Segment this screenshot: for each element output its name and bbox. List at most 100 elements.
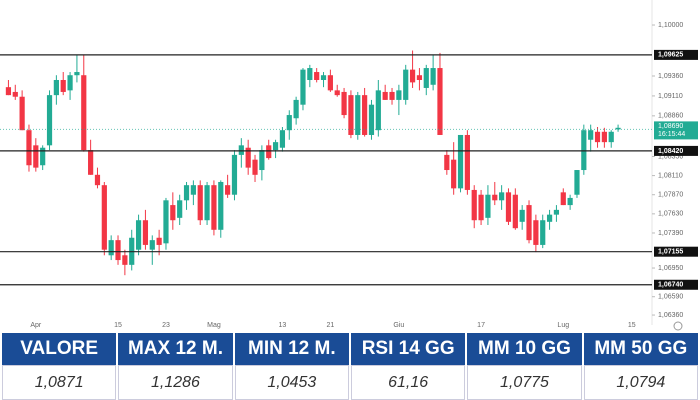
value-cell: 1,0794 [583,365,698,400]
candle-body [12,91,18,97]
candle-body [533,220,539,245]
candle-body [266,145,272,159]
candle-body [101,185,107,250]
price-box [654,121,698,140]
candle-body [300,69,306,105]
candle-body [190,185,196,195]
level-box [654,49,698,60]
y-tick-label: 1,08860 [658,113,683,120]
y-tick-label: 1,09110 [658,93,683,100]
candle-body [423,68,429,88]
y-tick-label: 1,06360 [658,312,683,319]
candle-body [272,142,279,151]
candle-body [375,90,381,131]
value-cell: 1,0775 [467,365,582,400]
candle-body [231,154,238,195]
candle-body [115,240,121,261]
candle-body [19,96,25,131]
candle-body [225,185,231,195]
candle-body [170,205,176,221]
candle-body [5,87,12,96]
candle-body [177,200,183,218]
candle-body [471,189,477,221]
level-box [654,279,698,290]
y-tick-label: 1,10000 [658,22,683,29]
candle-body [478,194,484,221]
y-tick-label: 1,08110 [658,172,683,179]
candle-body [546,214,553,222]
candle-body [396,90,402,100]
x-tick-label: 13 [279,322,287,329]
header-cell: VALORE [2,333,117,365]
candle-body [163,200,169,244]
candle-body [211,185,217,230]
candle-body [286,115,292,131]
candle-body [88,150,94,175]
price-label: 1,08690 [658,123,683,130]
y-tick-label: 1,06950 [658,265,683,272]
candle-body [505,192,512,222]
candle-body [238,145,244,155]
x-tick-label: Giu [393,322,404,329]
candle-body [430,68,436,85]
chart: 1,10000 1,09360 1,09110 1,08860 1,08350 1,081… [0,0,698,331]
candle-body [451,159,457,189]
header-cell: MM 10 GG [467,333,582,365]
candle-body [437,68,443,135]
candle-body [512,194,518,229]
candle-body [122,255,128,265]
x-tick-label: 17 [477,322,485,329]
candle-body [60,79,66,92]
candle-body [26,130,32,166]
candle-body [389,91,395,100]
candle-body [444,154,450,171]
x-tick-label: Lug [557,322,569,329]
level-label: 1,07155 [658,249,683,256]
candle-body [307,68,313,80]
price-time: 16:15:44 [658,131,685,138]
candle-body [218,181,224,230]
level-box [654,145,698,156]
candle-body [259,150,265,171]
candle-body [67,75,73,91]
candle-body [334,90,340,96]
candle-body [540,220,546,245]
candle-body [252,159,258,175]
level-box [654,246,698,257]
candle-body [403,69,409,100]
candle-body [156,237,162,245]
candle-body [615,127,621,130]
candle-body [293,99,299,119]
candle-body [608,131,614,143]
x-tick-label: Mag [207,322,221,329]
level-label: 1,08420 [658,148,683,155]
candle-body [33,145,39,168]
candle-body [362,95,368,135]
candle-body [74,72,80,76]
candle-body [574,170,580,195]
value-cell: 61,16 [350,365,466,400]
candle-body [464,134,470,190]
level-label: 1,06740 [658,282,683,289]
candle-body [368,104,375,135]
candle-body [279,130,286,148]
y-tick-label: 1,07870 [658,192,683,199]
value-cell: 1,0871 [2,365,117,400]
candle-body [327,75,333,91]
header-cell: MIN 12 M. [234,333,349,365]
candle-body [108,240,114,256]
candle-body [204,185,210,221]
candle-body [567,197,573,206]
x-tick-label: 23 [162,322,170,329]
candle-body [53,79,59,96]
y-tick-label: 1,09360 [658,73,683,80]
candle-body [341,91,347,116]
candle-body [81,75,87,151]
candle-body [416,75,423,80]
candle-body [594,131,601,143]
x-tick-label: Apr [30,322,42,329]
settings-icon[interactable] [673,321,683,331]
candle-body [142,220,149,245]
y-tick-label: 1,07630 [658,211,683,218]
